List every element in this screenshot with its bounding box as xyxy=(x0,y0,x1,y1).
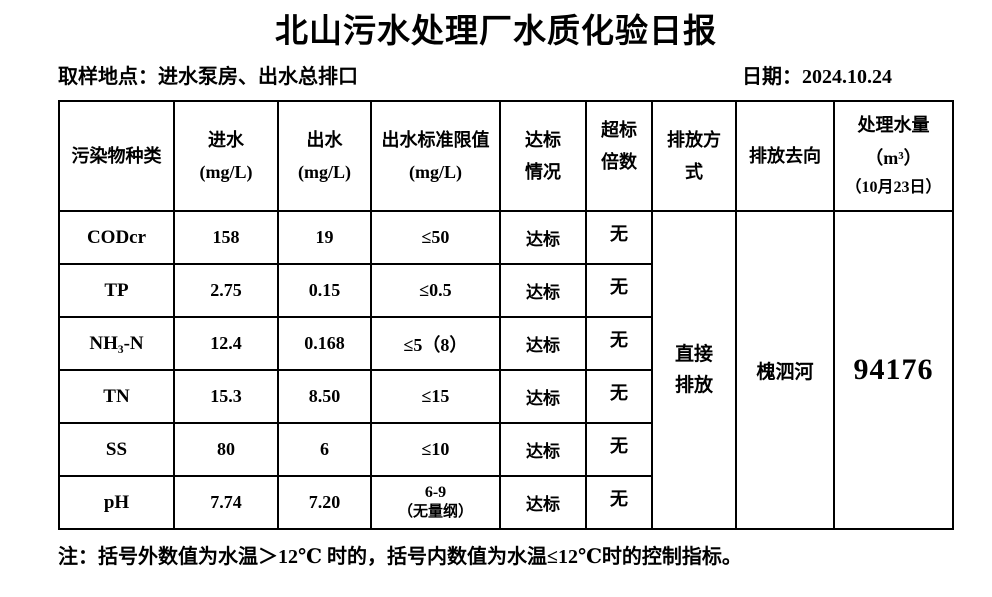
note-text: 注：括号外数值为水温＞12℃ 时的，括号内数值为水温≤12℃时的控制指标。 xyxy=(58,546,742,568)
cell-limit: 6-9 （无量纲） xyxy=(370,475,501,530)
page-title: 北山污水处理厂水质化验日报 xyxy=(275,14,717,50)
meta-row: 取样地点：进水泵房、出水总排口 日期：2024.10.24 xyxy=(58,67,892,87)
cell-compliance: 达标 xyxy=(499,475,587,530)
cell-compliance: 达标 xyxy=(499,263,587,318)
cell-exceedance: 无 xyxy=(585,316,653,371)
cell-effluent: 6 xyxy=(277,422,372,477)
cell-influent: 158 xyxy=(173,210,279,265)
cell-influent: 7.74 xyxy=(173,475,279,530)
cell-pollutant: TP xyxy=(58,263,175,318)
column-header-influent: 进水 (mg/L) xyxy=(173,100,279,212)
table-row-tp: TP 2.75 0.15 ≤0.5 达标 无 xyxy=(58,263,953,318)
cell-limit: ≤50 xyxy=(370,210,501,265)
report-date: 日期：2024.10.24 xyxy=(742,66,892,88)
cell-effluent: 0.168 xyxy=(277,316,372,371)
table-row-ss: SS 80 6 ≤10 达标 无 xyxy=(58,422,953,477)
table-row-codcr: CODcr 158 19 ≤50 达标 无 直接 排放 槐泗河 94176 xyxy=(58,210,954,530)
table-row-nh3n: NH₃-N 12.4 0.168 ≤5（8） 达标 无 xyxy=(58,316,953,371)
column-header-pollutant: 污染物种类 xyxy=(58,100,175,212)
cell-pollutant: TN xyxy=(58,369,175,424)
column-header-discharge-mode: 排放方 式 xyxy=(651,100,737,212)
cell-exceedance: 无 xyxy=(585,210,653,265)
cell-influent: 80 xyxy=(173,422,279,477)
column-header-exceedance: 超标 倍数 xyxy=(585,100,653,212)
cell-treated-volume: 94176 xyxy=(833,210,954,530)
cell-compliance: 达标 xyxy=(499,422,587,477)
cell-limit: ≤15 xyxy=(370,369,501,424)
cell-pollutant: CODcr xyxy=(58,210,175,265)
column-header-discharge-destination: 排放去向 xyxy=(735,100,835,212)
cell-discharge-mode: 直接 排放 xyxy=(651,210,737,530)
column-header-compliance: 达标 情况 xyxy=(499,100,587,212)
cell-influent: 2.75 xyxy=(173,263,279,318)
cell-pollutant: NH₃-N xyxy=(58,316,175,371)
cell-effluent: 8.50 xyxy=(277,369,372,424)
cell-effluent: 19 xyxy=(277,210,372,265)
sampling-location: 取样地点：进水泵房、出水总排口 xyxy=(58,66,358,88)
cell-effluent: 0.15 xyxy=(277,263,372,318)
cell-influent: 15.3 xyxy=(173,369,279,424)
table-row-ph: pH 7.74 7.20 6-9 （无量纲） 达标 无 xyxy=(58,475,953,530)
cell-pollutant: pH xyxy=(58,475,175,530)
cell-compliance: 达标 xyxy=(499,210,587,265)
cell-effluent: 7.20 xyxy=(277,475,372,530)
cell-compliance: 达标 xyxy=(499,316,587,371)
cell-exceedance: 无 xyxy=(585,475,653,530)
cell-exceedance: 无 xyxy=(585,422,653,477)
cell-limit: ≤5（8） xyxy=(370,316,501,371)
cell-exceedance: 无 xyxy=(585,369,653,424)
column-header-effluent: 出水 (mg/L) xyxy=(277,100,372,212)
cell-compliance: 达标 xyxy=(499,369,587,424)
water-quality-table: 污染物种类 进水 (mg/L) 出水 (mg/L) 出水标准限值 (mg/L) … xyxy=(58,100,954,530)
column-header-treated-volume: 处理水量 （m³） （10月23日） xyxy=(833,100,954,212)
header-row: 污染物种类 进水 (mg/L) 出水 (mg/L) 出水标准限值 (mg/L) … xyxy=(58,100,954,212)
column-header-limit: 出水标准限值 (mg/L) xyxy=(370,100,501,212)
cell-discharge-destination: 槐泗河 xyxy=(735,210,835,530)
cell-pollutant: SS xyxy=(58,422,175,477)
cell-limit: ≤0.5 xyxy=(370,263,501,318)
cell-influent: 12.4 xyxy=(173,316,279,371)
cell-exceedance: 无 xyxy=(585,263,653,318)
cell-limit: ≤10 xyxy=(370,422,501,477)
table-row-tn: TN 15.3 8.50 ≤15 达标 无 xyxy=(58,369,953,424)
